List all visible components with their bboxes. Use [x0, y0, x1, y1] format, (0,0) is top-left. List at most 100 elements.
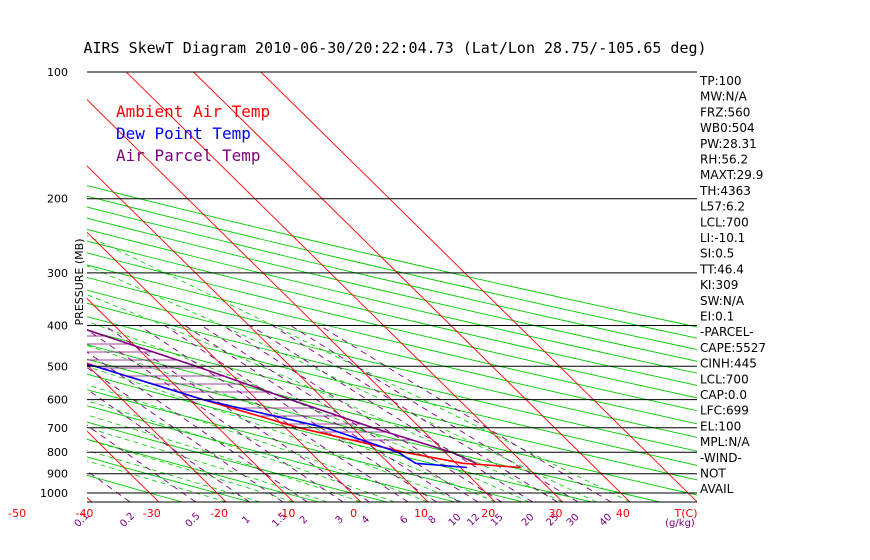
pressure-tick-label: 800: [47, 446, 68, 459]
mixing-ratio-label: 40: [598, 512, 615, 529]
isotherm-line: [193, 72, 631, 502]
stat-line: -PARCEL-: [700, 325, 754, 339]
pressure-tick-label: 600: [47, 394, 68, 407]
dry-adiabat-line: [87, 252, 697, 399]
mixing-ratio-label: 20: [520, 512, 537, 529]
stat-line: EL:100: [700, 419, 741, 433]
mixing-ratio-line: [272, 325, 558, 502]
stat-line: CINH:445: [700, 357, 757, 371]
mixing-ratio-label: 8: [426, 514, 438, 526]
dry-adiabat-line: [87, 264, 697, 412]
pressure-tick-label: 900: [47, 468, 68, 481]
stat-line: FRZ:560: [700, 105, 750, 119]
bottom-temp-tick: 20: [481, 507, 495, 520]
stat-line: MW:N/A: [700, 90, 748, 104]
mixing-ratio-label: 30: [565, 512, 582, 529]
mixing-ratio-label: 3: [334, 514, 346, 526]
stat-line: CAPE:5527: [700, 341, 766, 355]
stat-line: LI:-10.1: [700, 231, 745, 245]
mixing-ratio-label: 4: [360, 514, 372, 526]
dry-adiabat-line: [87, 456, 251, 502]
stat-line: WB0:504: [700, 121, 755, 135]
stat-line: CAP:0.0: [700, 388, 747, 402]
mixing-ratio-line: [87, 367, 283, 502]
bottom-temp-tick: 10: [414, 507, 428, 520]
stat-line: AVAIL: [700, 482, 734, 496]
dry-adiabat-line: [87, 206, 697, 351]
dry-adiabat-line: [87, 373, 592, 502]
stat-line: RH:56.2: [700, 153, 748, 167]
mixing-ratio-line: [250, 325, 533, 502]
temp-unit-label: T(C): [674, 507, 698, 520]
mixing-ratio-line: [0, 326, 84, 502]
stat-line: KI:309: [700, 278, 738, 292]
isotherm-line: [87, 231, 362, 502]
stat-line: TP:100: [699, 74, 742, 88]
bottom-temp-tick: 40: [616, 507, 630, 520]
dry-adiabat-line: [87, 405, 455, 502]
series-layer: [87, 329, 522, 469]
stat-line: -WIND-: [700, 451, 742, 465]
legend-item: Air Parcel Temp: [116, 146, 261, 165]
pressure-tick-label: 1000: [40, 487, 68, 500]
isotherm-line: [87, 99, 496, 502]
isotherm-line: [0, 72, 24, 502]
stat-line: EI:0.1: [700, 310, 734, 324]
legend: Ambient Air Temp Dew Point Temp Air Parcel…: [116, 102, 270, 165]
bottom-temp-tick: -40: [75, 507, 93, 520]
series-line: [87, 363, 468, 469]
stat-line: NOT: [700, 467, 726, 481]
stat-line: SW:N/A: [700, 294, 745, 308]
mixing-ratio-line: [222, 325, 502, 502]
stat-line: LFC:699: [700, 404, 749, 418]
series-line: [87, 362, 522, 469]
isotherm-line: [87, 297, 294, 502]
mixing-ratio-line: [87, 388, 250, 502]
bottom-temp-tick: 30: [549, 507, 563, 520]
dry-adiabat-line: [87, 316, 697, 466]
moist-adiabat-line: [87, 345, 496, 502]
axes-layer: 0.1 0.2 0.5 1 1.5 2 3 4 6 8 10 12 15 20 25 30 4010020030…: [8, 66, 698, 530]
dry-adiabat-line: [87, 276, 697, 425]
pressure-tick-label: 300: [47, 267, 68, 280]
mixing-ratio-line: [87, 470, 131, 502]
stat-line: MPL:N/A: [700, 435, 750, 449]
dry-adiabat-line: [87, 228, 697, 374]
isotherm-line: [125, 72, 563, 502]
mixing-ratio-line: [184, 325, 460, 502]
isotherm-line: [260, 72, 697, 502]
stat-line: SI:0.5: [700, 247, 734, 261]
isotherm-line: [87, 364, 227, 502]
chart-title: AIRS SkewT Diagram 2010-06-30/20:22:04.7…: [83, 39, 706, 57]
moist-adiabat-line: [87, 235, 631, 502]
series-line: [87, 329, 477, 465]
moist-adiabat-line: [87, 294, 563, 502]
dry-adiabat-line: [87, 217, 697, 362]
dry-adiabat-line: [87, 240, 697, 386]
pressure-tick-label: 500: [47, 360, 68, 373]
grid-layer: [0, 72, 697, 502]
stat-line: LCL:700: [700, 215, 749, 229]
isotherm-line: [87, 165, 429, 502]
pressure-tick-label: 700: [47, 422, 68, 435]
bottom-temp-tick: -30: [143, 507, 161, 520]
mixing-ratio-line: [87, 329, 344, 502]
mixing-ratio-line: [104, 325, 370, 502]
legend-item: Ambient Air Temp: [116, 102, 270, 121]
stat-line: MAXT:29.9: [700, 168, 763, 182]
pressure-tick-label: 400: [47, 319, 68, 332]
dry-adiabat-line: [87, 329, 697, 481]
legend-item: Dew Point Temp: [116, 124, 251, 143]
mixing-ratio-label: 2: [298, 514, 310, 526]
bottom-temp-tick: 0: [350, 507, 357, 520]
mixing-ratio-line: [138, 325, 409, 502]
moist-adiabat-line: [87, 460, 227, 502]
mixing-ratio-label: 6: [398, 514, 410, 526]
dry-adiabat-line: [87, 185, 697, 328]
mixing-ratio-label: 0.2: [118, 511, 137, 530]
moist-adiabat-line: [87, 439, 294, 502]
dry-adiabat-line: [87, 389, 524, 502]
dry-adiabat-line: [87, 344, 697, 496]
moist-adiabat-line: [87, 384, 429, 502]
